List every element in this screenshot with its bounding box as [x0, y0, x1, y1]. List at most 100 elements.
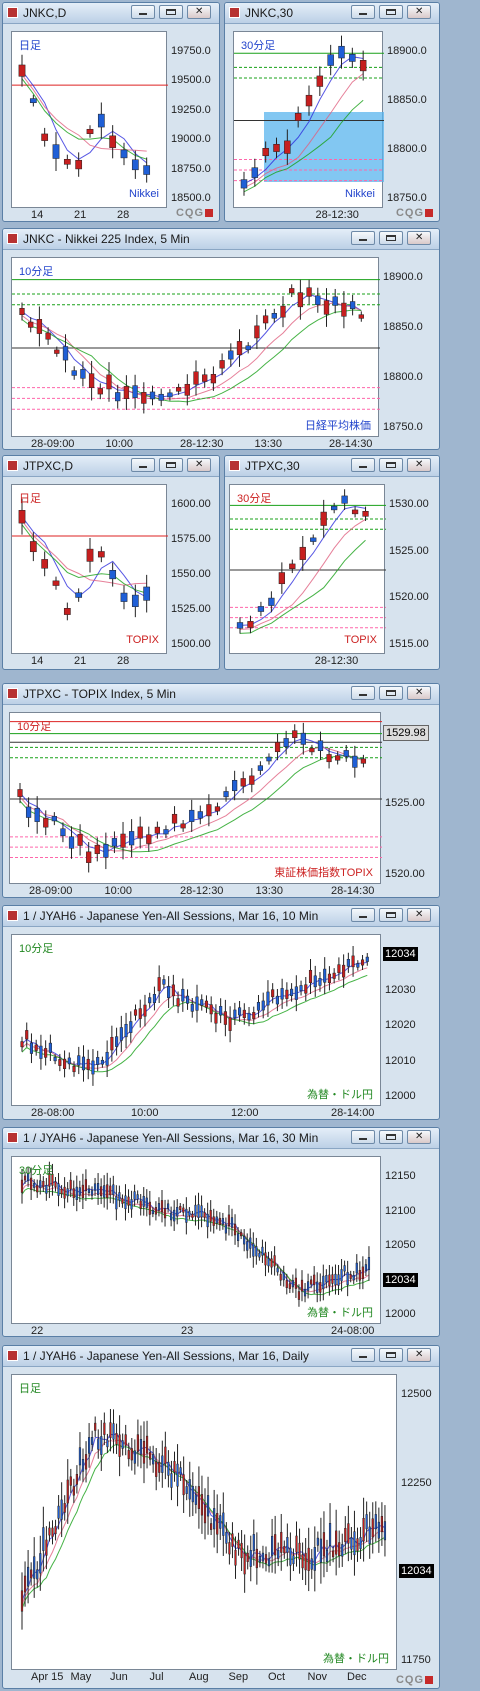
y-tick-label: 19500.0 [171, 74, 211, 87]
chart-plot-area[interactable] [11, 1156, 381, 1324]
maximize-button[interactable] [159, 458, 183, 472]
title-bar[interactable]: JNKC,D ✕ [3, 3, 219, 24]
close-button[interactable]: ✕ [407, 1130, 431, 1144]
close-button[interactable]: ✕ [407, 5, 431, 19]
chart-plot-area[interactable] [11, 257, 380, 437]
chart-plot-area[interactable] [233, 31, 384, 208]
maximize-button[interactable] [159, 5, 183, 19]
cqg-logo: CQG [396, 207, 433, 219]
window-title: 1 / JYAH6 - Japanese Yen-All Sessions, M… [23, 909, 319, 923]
chart-plot-area[interactable] [11, 484, 168, 654]
minimize-icon [359, 916, 367, 918]
x-tick-label: 28-12:30 [314, 655, 359, 667]
title-bar[interactable]: JNKC,30 ✕ [225, 3, 439, 24]
price-chart [20, 945, 369, 1086]
y-tick-label: 1600.00 [171, 498, 211, 510]
close-button[interactable]: ✕ [407, 458, 431, 472]
close-button[interactable]: ✕ [407, 231, 431, 245]
chart-window-w8[interactable]: 1 / JYAH6 - Japanese Yen-All Sessions, M… [2, 1127, 440, 1337]
minimize-button[interactable] [351, 1130, 375, 1144]
timeframe-label: 30分足 [241, 40, 276, 52]
x-tick-label: Dec [347, 1671, 367, 1683]
x-tick-label: 28-12:30 [315, 209, 359, 221]
minimize-button[interactable] [131, 458, 155, 472]
y-tick-label: 12000 [385, 1308, 416, 1320]
y-tick-label: 1525.00 [171, 603, 211, 615]
minimize-icon [139, 466, 147, 468]
chart-window-w7[interactable]: 1 / JYAH6 - Japanese Yen-All Sessions, M… [2, 905, 440, 1120]
x-tick-label: 13:30 [255, 885, 284, 897]
chart-window-w9[interactable]: 1 / JYAH6 - Japanese Yen-All Sessions, M… [2, 1345, 440, 1689]
close-button[interactable]: ✕ [407, 1348, 431, 1362]
y-tick-label: 12020 [385, 1019, 416, 1031]
last-price-badge: 1529.98 [383, 725, 429, 741]
x-tick-label: 28-14:30 [329, 438, 373, 450]
chart-window-w4[interactable]: JTPXC,D ✕ 日足 TOPIX 1600.00 1575.00 1550.00 1525… [2, 455, 220, 670]
maximize-button[interactable] [379, 458, 403, 472]
chart-window-w2[interactable]: JNKC,30 ✕ 30分足 Nikkei 18900.0 18850.0 18800.0 1… [224, 2, 440, 222]
close-icon: ✕ [415, 232, 424, 243]
maximize-button[interactable] [379, 1130, 403, 1144]
timeframe-label: 10分足 [19, 943, 54, 955]
minimize-button[interactable] [351, 1348, 375, 1362]
minimize-button[interactable] [131, 5, 155, 19]
cqg-logo: CQG [176, 207, 213, 219]
maximize-button[interactable] [379, 231, 403, 245]
maximize-button[interactable] [379, 686, 403, 700]
maximize-button[interactable] [379, 908, 403, 922]
title-bar[interactable]: JNKC - Nikkei 225 Index, 5 Min ✕ [3, 229, 439, 250]
title-bar[interactable]: 1 / JYAH6 - Japanese Yen-All Sessions, M… [3, 1346, 439, 1367]
chart-window-w3[interactable]: JNKC - Nikkei 225 Index, 5 Min ✕ 10分足 日経平均株… [2, 228, 440, 450]
minimize-icon [359, 466, 367, 468]
y-tick-label: 11750 [401, 1654, 431, 1666]
y-tick-label: 19000.0 [171, 133, 211, 146]
chart-window-w6[interactable]: JTPXC - TOPIX Index, 5 Min ✕ 10分足 東証株価指数TOP… [2, 683, 440, 898]
price-chart [12, 54, 168, 183]
close-button[interactable]: ✕ [187, 5, 211, 19]
minimize-button[interactable] [351, 231, 375, 245]
price-chart [10, 721, 382, 873]
timeframe-label: 10分足 [17, 721, 52, 733]
maximize-button[interactable] [379, 1348, 403, 1362]
x-tick-label: 28-14:30 [331, 885, 375, 897]
title-bar[interactable]: JTPXC,D ✕ [3, 456, 219, 477]
x-tick-label: 28-12:30 [180, 438, 224, 450]
close-button[interactable]: ✕ [407, 686, 431, 700]
minimize-button[interactable] [351, 686, 375, 700]
timeframe-label: 30分足 [19, 1165, 54, 1177]
title-bar[interactable]: 1 / JYAH6 - Japanese Yen-All Sessions, M… [3, 906, 439, 927]
close-button[interactable]: ✕ [187, 458, 211, 472]
minimize-button[interactable] [351, 908, 375, 922]
y-tick-label: 12150 [385, 1170, 416, 1182]
maximize-button[interactable] [379, 5, 403, 19]
chart-plot-area[interactable] [229, 484, 386, 654]
maximize-icon [166, 462, 176, 468]
x-tick-label: 28-09:00 [31, 438, 75, 450]
instrument-label: 為替・ドル円 [323, 1653, 389, 1665]
chart-plot-area[interactable] [9, 712, 382, 884]
window-icon [7, 7, 18, 18]
title-bar[interactable]: JTPXC,30 ✕ [225, 456, 439, 477]
instrument-label: 日経平均株価 [305, 420, 371, 432]
price-chart [234, 35, 384, 196]
x-tick-label: 28 [117, 655, 130, 667]
y-tick-label: 12500 [401, 1388, 432, 1400]
close-icon: ✕ [415, 459, 424, 470]
minimize-button[interactable] [351, 5, 375, 19]
title-bar[interactable]: 1 / JYAH6 - Japanese Yen-All Sessions, M… [3, 1128, 439, 1149]
x-tick-label: Apr 15 [31, 1671, 64, 1683]
chart-window-w5[interactable]: JTPXC,30 ✕ 30分足 TOPIX 1530.00 1525.00 1520.00 1… [224, 455, 440, 670]
chart-plot-area[interactable] [11, 31, 168, 208]
minimize-button[interactable] [351, 458, 375, 472]
window-title: JTPXC,D [23, 459, 74, 473]
x-tick-label: 28-12:30 [180, 885, 224, 897]
title-bar[interactable]: JTPXC - TOPIX Index, 5 Min ✕ [3, 684, 439, 705]
close-button[interactable]: ✕ [407, 908, 431, 922]
chart-plot-area[interactable] [11, 934, 381, 1106]
close-icon: ✕ [415, 909, 424, 920]
chart-plot-area[interactable] [11, 1374, 397, 1670]
chart-window-w1[interactable]: JNKC,D ✕ 日足 Nikkei 19750.0 19500.0 19250.0 1900… [2, 2, 220, 222]
instrument-label: Nikkei [129, 188, 159, 200]
close-icon: ✕ [415, 1349, 424, 1360]
x-tick-label: 28-09:00 [29, 885, 73, 897]
